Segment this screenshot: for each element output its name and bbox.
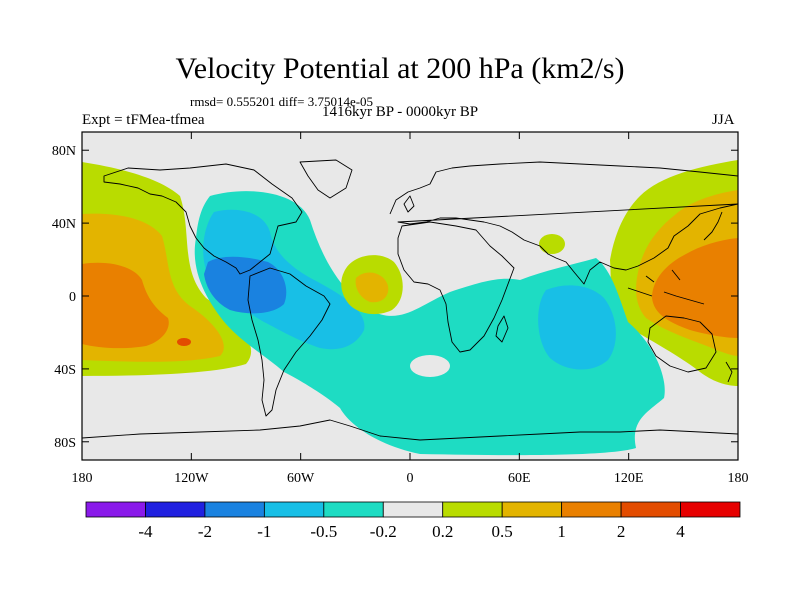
season-label: JJA [712, 112, 735, 128]
colorbar-label: 4 [676, 522, 685, 541]
colorbar-swatch [204, 501, 265, 518]
x-tick-label: 180 [72, 471, 93, 486]
y-tick-label: 40N [52, 217, 76, 232]
colorbar-swatch [263, 501, 325, 518]
contour-pos-05-africa [355, 272, 389, 303]
contour-neg-1-americas [204, 256, 287, 314]
x-tick-label: 60E [508, 471, 531, 486]
colorbar-swatch [620, 501, 681, 518]
colorbar-label: 1 [557, 522, 566, 541]
coast-eurasia [389, 161, 738, 285]
contour-pos-1-west-spot [177, 338, 191, 346]
coast-maritime [627, 269, 705, 305]
coast-japan [703, 211, 723, 241]
x-tick-label: 180 [728, 471, 749, 486]
experiment-label: Expt = tFMea-tfmea [82, 112, 205, 128]
y-tick-label: 80S [54, 436, 76, 451]
map-panel [82, 132, 738, 460]
colorbar-swatch [442, 501, 503, 518]
x-tick-label: 120W [174, 471, 209, 486]
coast-south-america [247, 267, 331, 417]
contour-neg-05-indian [538, 285, 616, 370]
x-tick-label: 60W [287, 471, 315, 486]
colorbar-label: -0.5 [310, 522, 337, 541]
colorbar-label: 0.5 [492, 522, 513, 541]
contour-neg-02 [194, 191, 665, 456]
colorbar-swatch [145, 501, 206, 518]
colorbar-swatch [382, 501, 444, 518]
y-tick-label: 0 [69, 290, 76, 305]
coast-antarctica [82, 419, 738, 441]
colorbar-label: -2 [198, 522, 212, 541]
x-tick-label: 120E [614, 471, 644, 486]
colorbar: -4 -2 -1 -0.5 -0.2 0.2 0.5 1 2 4 [85, 501, 741, 541]
coast-australia [647, 315, 717, 373]
coast-africa [397, 221, 515, 353]
neutral-hole-south-atlantic [410, 355, 450, 377]
coast-madagascar [495, 315, 509, 343]
colorbar-label: -4 [138, 522, 153, 541]
coast-north-america [103, 163, 303, 275]
contour-pos-02-arabia [539, 234, 565, 254]
period-label: 1416kyr BP - 0000kyr BP [322, 104, 479, 120]
contour-pos-1-west [82, 262, 169, 349]
colorbar-swatch [561, 501, 622, 518]
contour-pos-1-east [652, 238, 738, 338]
stats-text: rmsd= 0.555201 diff= 3.75014e-05 [190, 94, 374, 109]
colorbar-label: 0.2 [432, 522, 453, 541]
colorbar-swatch [501, 501, 563, 518]
colorbar-swatch [323, 501, 384, 518]
colorbar-label: -0.2 [370, 522, 397, 541]
colorbar-label: -1 [257, 522, 271, 541]
colorbar-label: 2 [617, 522, 626, 541]
x-axis-ticks: 180 120W 60W 0 60E 120E 180 [72, 132, 749, 486]
contour-neg-05-americas [203, 209, 365, 350]
x-tick-label: 0 [407, 471, 414, 486]
y-tick-label: 80N [52, 144, 76, 159]
plot-title: Velocity Potential at 200 hPa (km2/s) [175, 52, 625, 85]
y-tick-label: 40S [54, 363, 76, 378]
colorbar-swatch [680, 501, 741, 518]
neutral-hole-north-africa [416, 233, 450, 259]
colorbar-swatch [85, 501, 146, 518]
coast-uk [403, 195, 415, 213]
coast-new-zealand [725, 361, 733, 383]
coast-greenland [299, 159, 353, 199]
coastlines [82, 159, 738, 441]
y-axis-ticks: 80N 40N 0 40S 80S [52, 144, 738, 451]
